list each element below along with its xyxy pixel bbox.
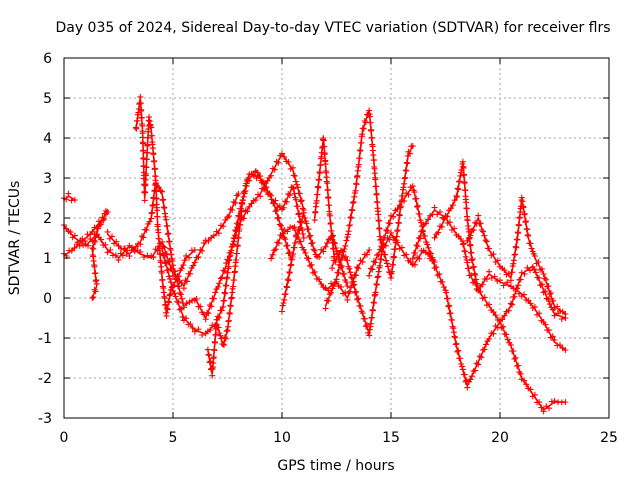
series-sat-m: [366, 183, 569, 391]
y-tick-label: 5: [43, 91, 52, 107]
series-markers: [464, 194, 569, 317]
series-line: [106, 153, 305, 319]
series-markers: [431, 158, 569, 415]
y-tick-label: 2: [43, 211, 52, 227]
x-tick-label: 15: [382, 430, 400, 446]
series-sat-i: [279, 209, 351, 315]
y-tick-label: -3: [38, 411, 52, 427]
y-tick-label: 1: [43, 251, 52, 267]
series-markers: [366, 183, 569, 391]
series-markers: [409, 204, 569, 353]
x-tick-label: 5: [169, 430, 178, 446]
y-axis-title: SDTVAR / TECUs: [7, 181, 23, 296]
series-markers: [159, 171, 307, 349]
series-sat-g: [204, 168, 294, 379]
series-sat-n: [409, 204, 569, 353]
series-sat-c: [61, 207, 111, 301]
y-tick-label: 3: [43, 171, 52, 187]
chart-title: Day 035 of 2024, Sidereal Day-to-day VTE…: [55, 20, 610, 36]
series-line: [412, 209, 567, 351]
series-markers: [279, 209, 351, 315]
x-axis-title: GPS time / hours: [277, 458, 394, 474]
y-tick-label: -1: [38, 331, 52, 347]
series-sat-o: [431, 158, 569, 415]
x-tick-label: 0: [60, 430, 69, 446]
series-sat-d: [132, 93, 198, 319]
series-markers: [311, 135, 338, 261]
series-markers: [61, 207, 111, 301]
series-markers: [104, 150, 307, 323]
series-sat-j: [311, 135, 338, 261]
x-tick-label: 25: [600, 430, 618, 446]
y-tick-label: -2: [38, 371, 52, 387]
y-tick-label: 4: [43, 131, 52, 147]
series-markers: [268, 224, 373, 303]
series-sat-l: [329, 229, 438, 339]
data-traces: [61, 93, 569, 415]
series-markers: [322, 107, 416, 312]
series-sat-e: [104, 150, 307, 323]
series-sat-f: [159, 171, 307, 349]
series-markers: [132, 93, 198, 319]
series-sat-p: [464, 194, 569, 317]
x-tick-label: 20: [491, 430, 509, 446]
y-tick-label: 6: [43, 51, 52, 67]
axes: 0 5 10 15 20 25 -3 -2 -1 0 1 2 3 4 5 6: [38, 51, 618, 446]
series-sat-k: [322, 107, 416, 312]
plot-frame: [63, 57, 610, 419]
series-markers: [204, 168, 294, 379]
series-markers: [329, 229, 438, 339]
x-tick-label: 10: [273, 430, 291, 446]
y-tick-label: 0: [43, 291, 52, 307]
